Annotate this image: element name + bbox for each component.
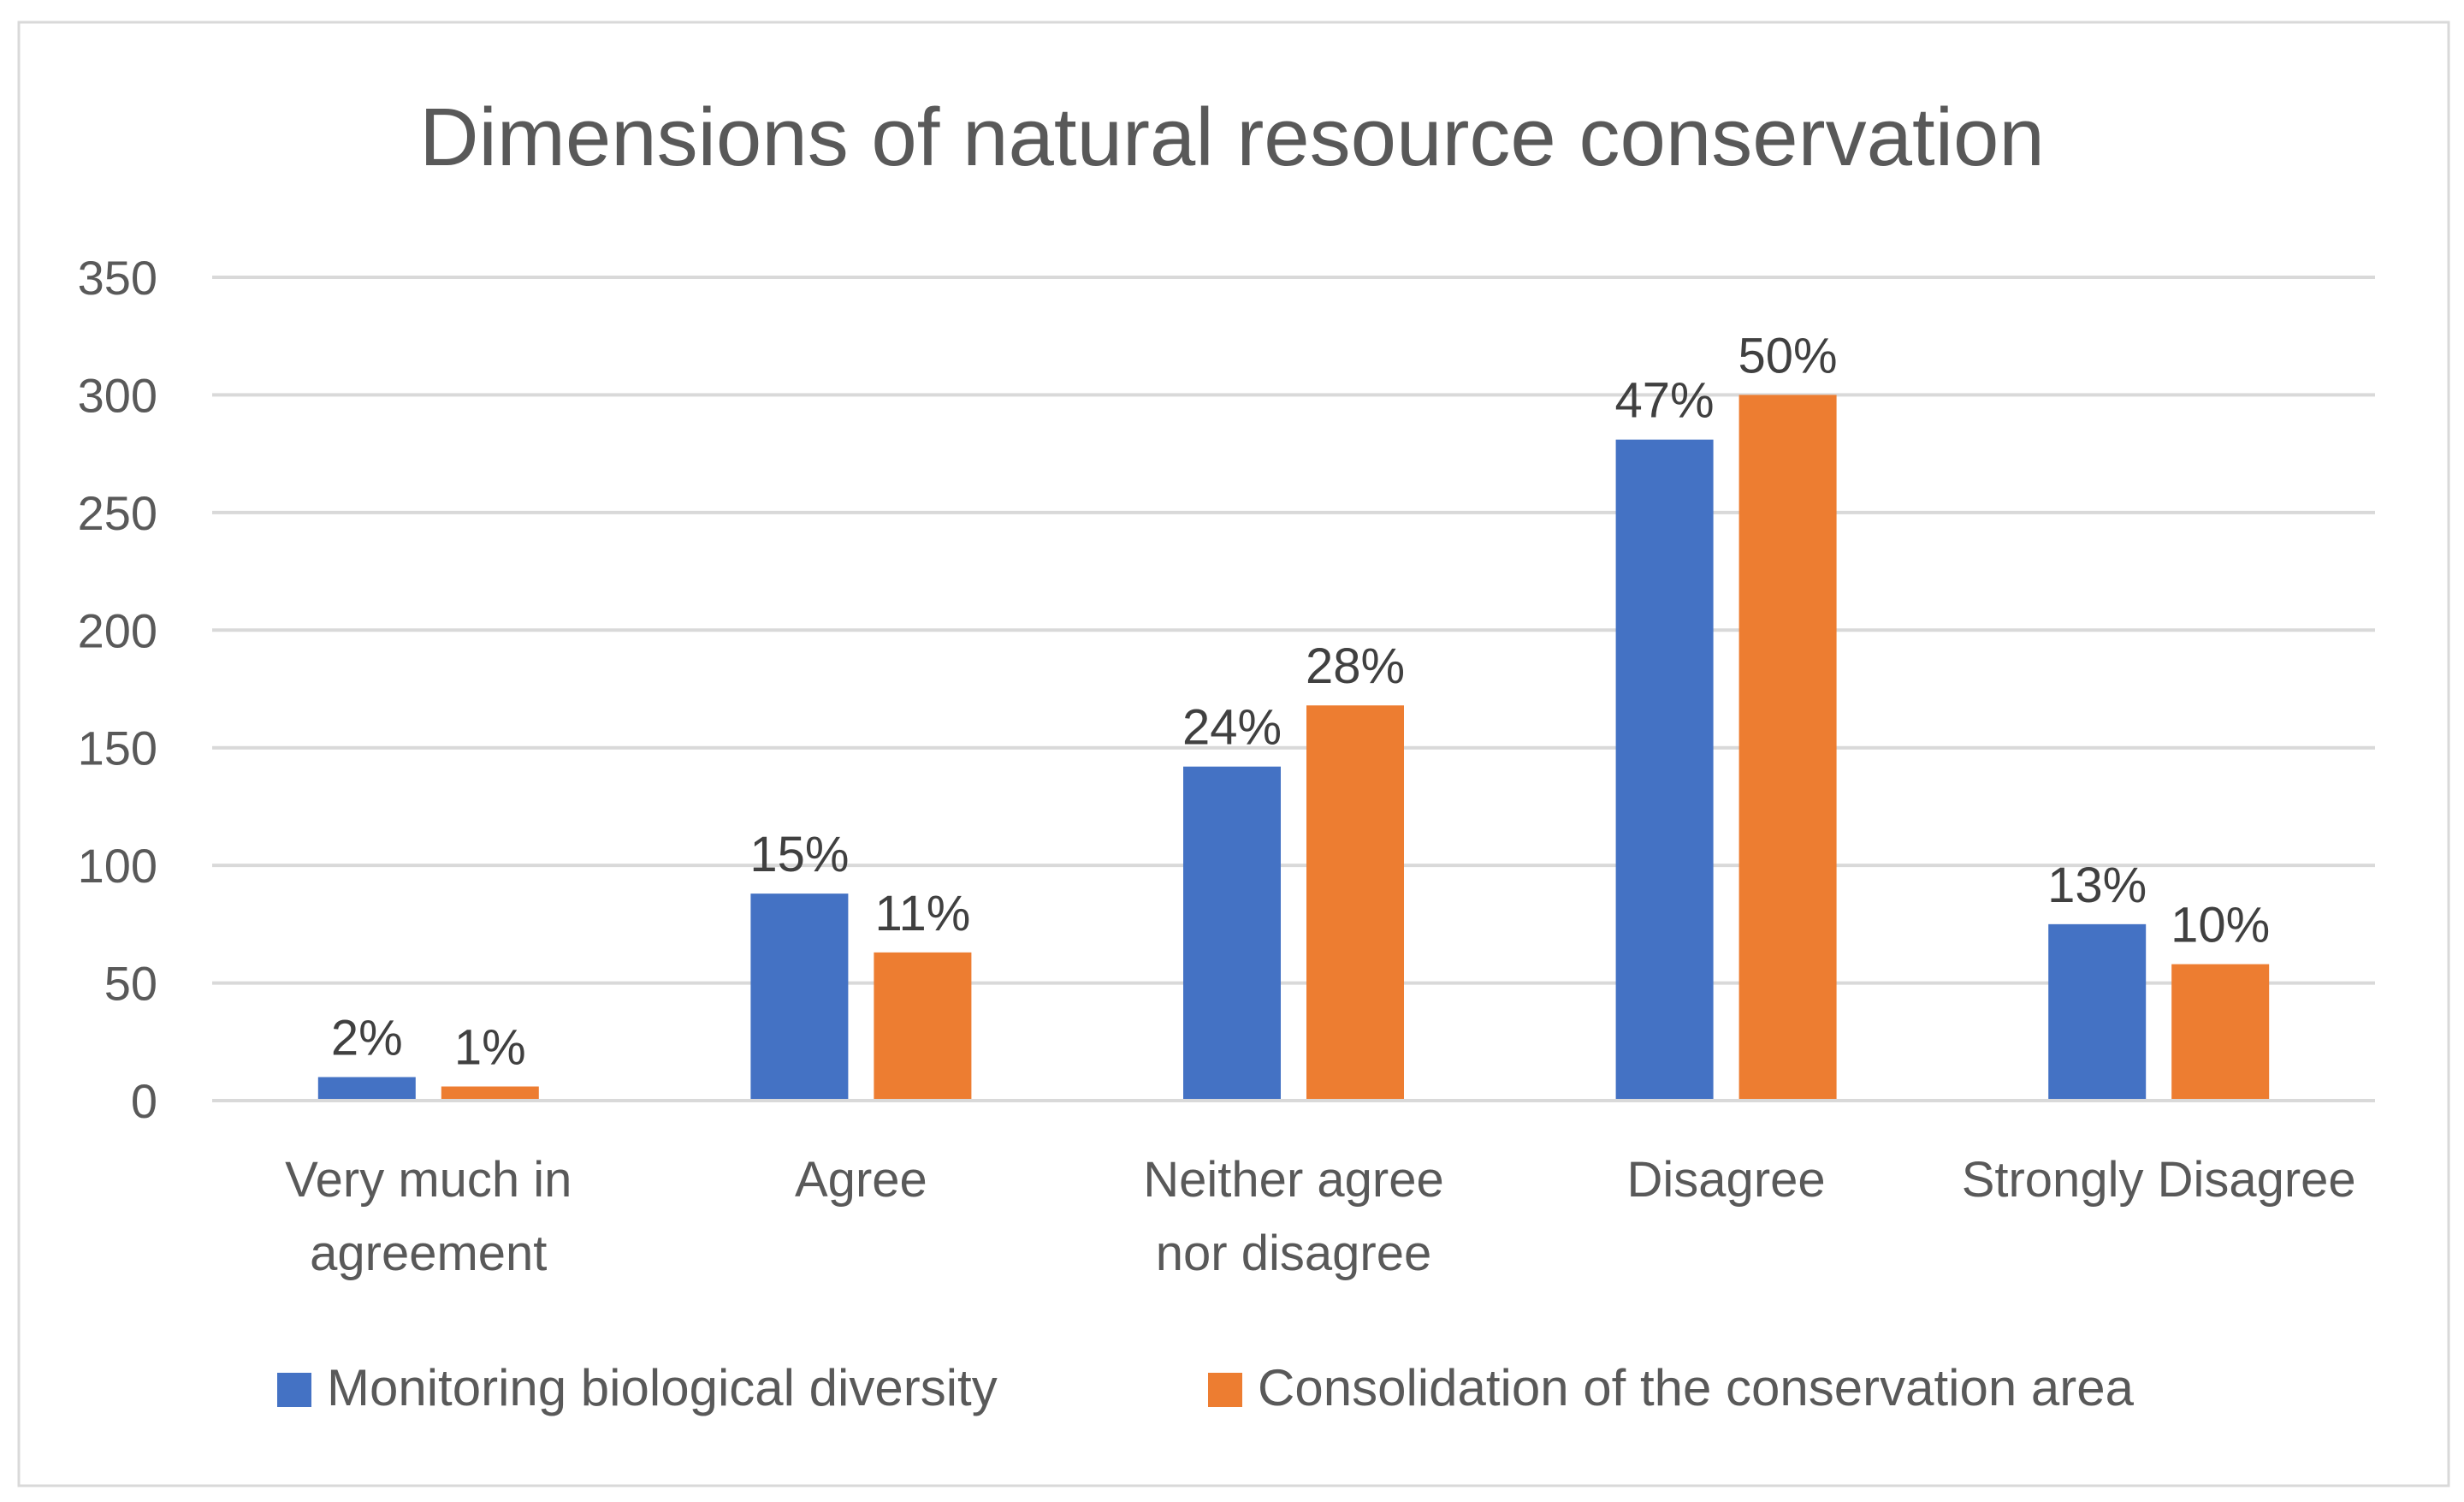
x-tick-label: Strongly Disagree bbox=[1962, 1152, 2356, 1208]
data-label: 2% bbox=[331, 1011, 403, 1066]
data-label: 1% bbox=[454, 1020, 526, 1076]
data-label: 10% bbox=[2171, 898, 2270, 953]
bars bbox=[317, 395, 2270, 1101]
bar bbox=[750, 893, 849, 1101]
y-tick-label: 0 bbox=[131, 1074, 157, 1128]
x-axis-categories: Very much in agreement Agree Neither agree n… bbox=[285, 1152, 2356, 1281]
bar bbox=[1183, 766, 1281, 1101]
bar bbox=[1306, 705, 1404, 1101]
data-label: 13% bbox=[2047, 858, 2147, 913]
y-tick-label: 50 bbox=[104, 957, 157, 1011]
data-label: 47% bbox=[1615, 373, 1715, 429]
y-axis-ticks: 0 50 100 150 200 250 300 350 bbox=[78, 251, 157, 1128]
bar bbox=[441, 1086, 539, 1101]
legend: Monitoring biological diversity Consolida… bbox=[277, 1359, 2135, 1416]
y-tick-label: 350 bbox=[78, 251, 157, 305]
y-tick-label: 100 bbox=[78, 839, 157, 893]
legend-swatch bbox=[1208, 1373, 1242, 1407]
legend-label: Monitoring biological diversity bbox=[327, 1359, 998, 1416]
bar bbox=[317, 1077, 416, 1101]
y-tick-label: 300 bbox=[78, 368, 157, 422]
data-label: 15% bbox=[749, 827, 849, 882]
legend-swatch bbox=[277, 1373, 311, 1407]
bar bbox=[874, 952, 972, 1101]
x-tick-label: Very much in agreement bbox=[285, 1152, 572, 1281]
y-tick-label: 250 bbox=[78, 486, 157, 540]
chart-border bbox=[17, 21, 2450, 1487]
bar bbox=[1615, 439, 1714, 1101]
data-label: 24% bbox=[1182, 700, 1282, 756]
data-label: 28% bbox=[1306, 638, 1405, 694]
x-tick-label: Disagree bbox=[1627, 1152, 1826, 1208]
y-tick-label: 150 bbox=[78, 721, 157, 775]
bar bbox=[2048, 923, 2147, 1101]
legend-label: Consolidation of the conservation area bbox=[1258, 1359, 2135, 1416]
data-label: 11% bbox=[875, 886, 971, 941]
data-label: 50% bbox=[1738, 328, 1838, 383]
y-tick-label: 200 bbox=[78, 603, 157, 657]
data-labels: 2% 1% 15% 11% 24% 28% 47% 50% 13% 10% bbox=[331, 328, 2270, 1075]
bar bbox=[1738, 395, 1837, 1101]
x-tick-label: Neither agree nor disagree bbox=[1143, 1152, 1443, 1281]
gridlines bbox=[212, 276, 2375, 985]
x-tick-label: Agree bbox=[795, 1152, 927, 1208]
chart-title: Dimensions of natural resource conservat… bbox=[419, 92, 2045, 183]
bar bbox=[2171, 964, 2270, 1101]
